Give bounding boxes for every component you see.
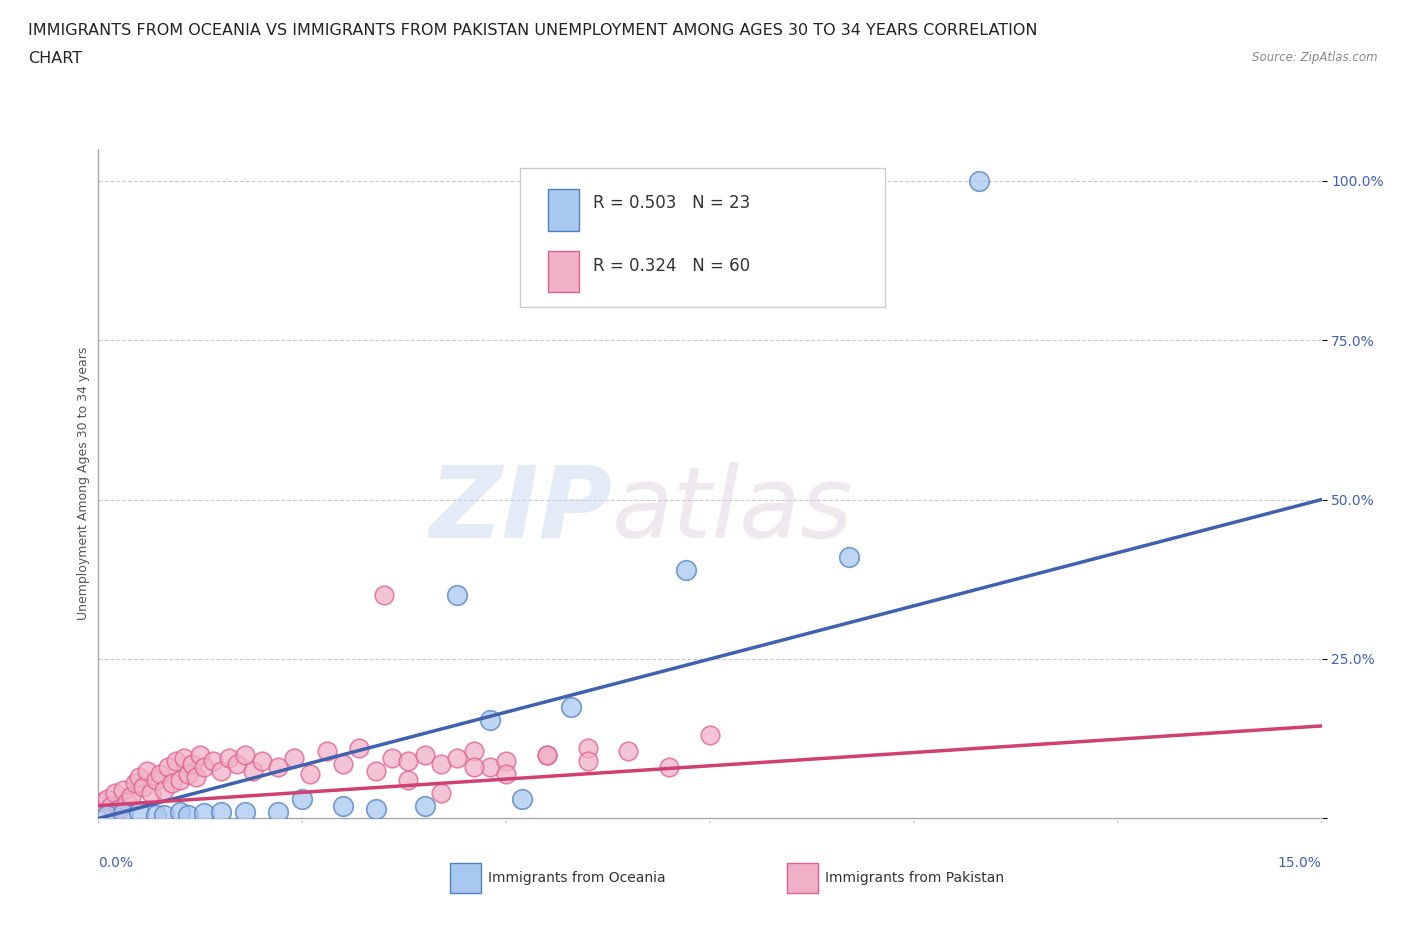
Point	[186, 769, 208, 784]
Point	[104, 786, 127, 801]
Point	[291, 791, 314, 806]
Point	[446, 751, 468, 765]
Text: Source: ZipAtlas.com: Source: ZipAtlas.com	[1253, 51, 1378, 64]
Point	[250, 753, 273, 768]
Point	[349, 741, 371, 756]
Point	[120, 789, 142, 804]
Point	[149, 766, 172, 781]
Point	[267, 760, 290, 775]
Point	[152, 782, 174, 797]
Text: 15.0%: 15.0%	[1278, 856, 1322, 870]
Point	[96, 791, 118, 806]
Point	[617, 744, 640, 759]
Text: CHART: CHART	[28, 51, 82, 66]
Point	[413, 747, 436, 762]
Point	[177, 808, 200, 823]
Point	[430, 786, 453, 801]
Point	[364, 802, 387, 817]
Text: Immigrants from Pakistan: Immigrants from Pakistan	[825, 870, 1004, 885]
Point	[209, 804, 232, 819]
Point	[396, 773, 419, 788]
Point	[111, 782, 134, 797]
Point	[463, 744, 485, 759]
Text: Immigrants from Oceania: Immigrants from Oceania	[488, 870, 665, 885]
Point	[152, 808, 174, 823]
Point	[364, 764, 387, 778]
Point	[111, 806, 134, 821]
Point	[838, 550, 860, 565]
Point	[115, 795, 138, 810]
Point	[209, 764, 232, 778]
Point	[740, 282, 762, 297]
Point	[91, 795, 114, 810]
Point	[699, 728, 721, 743]
Text: R = 0.503   N = 23: R = 0.503 N = 23	[593, 193, 749, 211]
Point	[156, 760, 179, 775]
Point	[233, 747, 256, 762]
Point	[495, 753, 517, 768]
Point	[128, 804, 150, 819]
Point	[478, 760, 501, 775]
Point	[132, 779, 155, 794]
Point	[233, 804, 256, 819]
Point	[242, 764, 264, 778]
Point	[181, 757, 204, 772]
Point	[373, 588, 395, 603]
Point	[193, 806, 215, 821]
Point	[576, 753, 599, 768]
Point	[193, 760, 215, 775]
Point	[218, 751, 240, 765]
Point	[315, 744, 337, 759]
Point	[512, 791, 534, 806]
Point	[283, 751, 305, 765]
Point	[560, 699, 582, 714]
Point	[658, 760, 681, 775]
Point	[188, 747, 212, 762]
Point	[108, 802, 131, 817]
Point	[967, 173, 990, 188]
Point	[332, 757, 354, 772]
Point	[226, 757, 249, 772]
Point	[201, 753, 224, 768]
Point	[478, 712, 501, 727]
Point	[160, 776, 183, 790]
Point	[136, 764, 159, 778]
Point	[381, 751, 404, 765]
Point	[536, 747, 558, 762]
Point	[430, 757, 453, 772]
Point	[576, 741, 599, 756]
Point	[332, 798, 354, 813]
Text: 0.0%: 0.0%	[98, 856, 134, 870]
Point	[396, 753, 419, 768]
Point	[446, 588, 468, 603]
Text: ZIP: ZIP	[429, 462, 612, 559]
Point	[128, 769, 150, 784]
Point	[463, 760, 485, 775]
Point	[536, 747, 558, 762]
Text: R = 0.324   N = 60: R = 0.324 N = 60	[593, 258, 749, 275]
Text: IMMIGRANTS FROM OCEANIA VS IMMIGRANTS FROM PAKISTAN UNEMPLOYMENT AMONG AGES 30 T: IMMIGRANTS FROM OCEANIA VS IMMIGRANTS FR…	[28, 23, 1038, 38]
Point	[413, 798, 436, 813]
Point	[675, 563, 697, 578]
Point	[177, 766, 200, 781]
Point	[145, 808, 167, 823]
Point	[145, 773, 167, 788]
Point	[169, 773, 191, 788]
Point	[169, 804, 191, 819]
Point	[173, 751, 195, 765]
Point	[165, 753, 187, 768]
Y-axis label: Unemployment Among Ages 30 to 34 years: Unemployment Among Ages 30 to 34 years	[77, 347, 90, 620]
Point	[100, 798, 122, 813]
Point	[267, 804, 290, 819]
Point	[495, 766, 517, 781]
Point	[299, 766, 322, 781]
Point	[141, 786, 163, 801]
Point	[96, 808, 118, 823]
Text: atlas: atlas	[612, 462, 853, 559]
Point	[124, 776, 146, 790]
